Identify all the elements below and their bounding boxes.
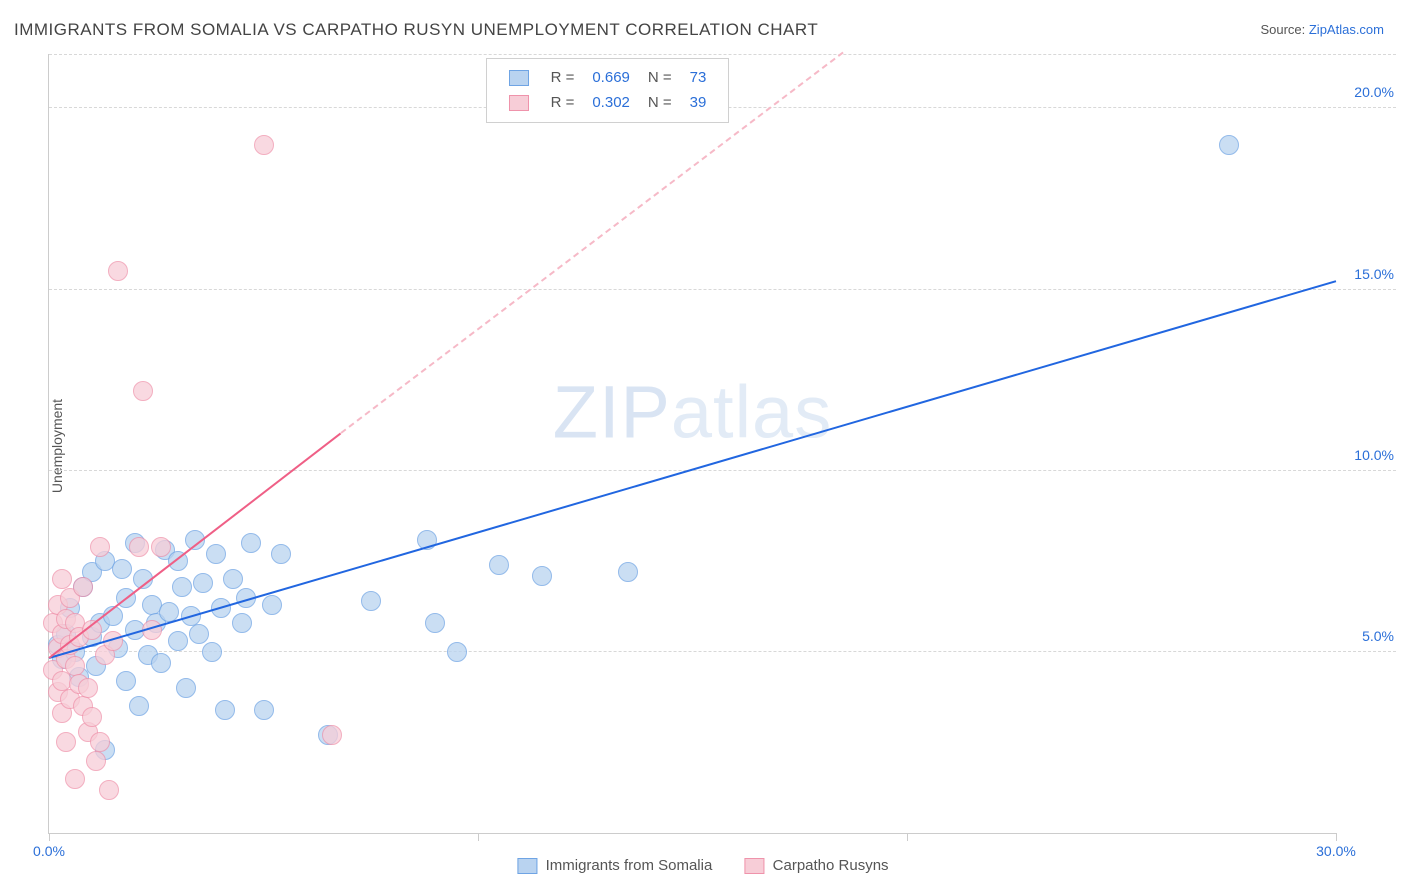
watermark-bold: ZIP	[553, 371, 671, 454]
watermark-thin: atlas	[671, 371, 832, 454]
data-point	[99, 780, 119, 800]
data-point	[151, 537, 171, 557]
data-point	[73, 577, 93, 597]
gridline	[49, 54, 1396, 55]
data-point	[618, 562, 638, 582]
data-point	[52, 569, 72, 589]
legend-row: R =0.302N =39	[501, 92, 715, 115]
x-tick	[1336, 833, 1337, 841]
y-tick-label: 5.0%	[1362, 628, 1394, 644]
data-point	[172, 577, 192, 597]
data-point	[108, 261, 128, 281]
data-point	[223, 569, 243, 589]
n-value: 73	[682, 67, 715, 90]
data-point	[1219, 135, 1239, 155]
data-point	[532, 566, 552, 586]
gridline	[49, 470, 1396, 471]
r-value: 0.669	[584, 67, 638, 90]
data-point	[151, 653, 171, 673]
data-point	[189, 624, 209, 644]
source-attribution: Source: ZipAtlas.com	[1260, 22, 1384, 37]
n-value: 39	[682, 92, 715, 115]
data-point	[361, 591, 381, 611]
data-point	[489, 555, 509, 575]
data-point	[193, 573, 213, 593]
watermark: ZIPatlas	[553, 370, 832, 455]
data-point	[133, 381, 153, 401]
data-point	[82, 707, 102, 727]
data-point	[168, 631, 188, 651]
r-value: 0.302	[584, 92, 638, 115]
data-point	[262, 595, 282, 615]
swatch-pink-icon	[744, 858, 764, 874]
data-point	[241, 533, 261, 553]
data-point	[215, 700, 235, 720]
source-label: Source:	[1260, 22, 1308, 37]
source-link[interactable]: ZipAtlas.com	[1309, 22, 1384, 37]
legend-table: R =0.669N =73R =0.302N =39	[499, 65, 717, 116]
legend-label-carpatho: Carpatho Rusyns	[773, 857, 889, 874]
data-point	[425, 613, 445, 633]
data-point	[129, 696, 149, 716]
swatch-icon	[509, 95, 529, 111]
legend-bottom: Immigrants from Somalia Carpatho Rusyns	[503, 857, 902, 874]
data-point	[90, 537, 110, 557]
y-tick-label: 20.0%	[1354, 84, 1394, 100]
data-point	[112, 559, 132, 579]
data-point	[232, 613, 252, 633]
data-point	[322, 725, 342, 745]
x-tick	[478, 833, 479, 841]
data-point	[176, 678, 196, 698]
data-point	[65, 769, 85, 789]
data-point	[254, 135, 274, 155]
x-tick-label: 0.0%	[33, 843, 65, 859]
legend-correlation: R =0.669N =73R =0.302N =39	[486, 58, 730, 123]
data-point	[206, 544, 226, 564]
n-label: N =	[640, 92, 680, 115]
gridline	[49, 651, 1396, 652]
data-point	[116, 671, 136, 691]
data-point	[202, 642, 222, 662]
y-tick-label: 15.0%	[1354, 266, 1394, 282]
r-label: R =	[543, 92, 583, 115]
legend-item-carpatho: Carpatho Rusyns	[744, 857, 888, 874]
chart-title: IMMIGRANTS FROM SOMALIA VS CARPATHO RUSY…	[14, 20, 818, 40]
data-point	[271, 544, 291, 564]
data-point	[65, 656, 85, 676]
x-tick	[907, 833, 908, 841]
y-tick-label: 10.0%	[1354, 447, 1394, 463]
data-point	[254, 700, 274, 720]
legend-item-somalia: Immigrants from Somalia	[517, 857, 712, 874]
n-label: N =	[640, 67, 680, 90]
gridline	[49, 289, 1396, 290]
legend-row: R =0.669N =73	[501, 67, 715, 90]
data-point	[447, 642, 467, 662]
data-point	[90, 732, 110, 752]
swatch-icon	[509, 70, 529, 86]
data-point	[86, 751, 106, 771]
data-point	[78, 678, 98, 698]
data-point	[129, 537, 149, 557]
x-tick-label: 30.0%	[1316, 843, 1356, 859]
x-tick	[49, 833, 50, 841]
r-label: R =	[543, 67, 583, 90]
legend-label-somalia: Immigrants from Somalia	[546, 857, 713, 874]
scatter-chart: ZIPatlas 5.0%10.0%15.0%20.0%0.0%30.0%	[48, 54, 1336, 834]
data-point	[56, 732, 76, 752]
swatch-blue-icon	[517, 858, 537, 874]
